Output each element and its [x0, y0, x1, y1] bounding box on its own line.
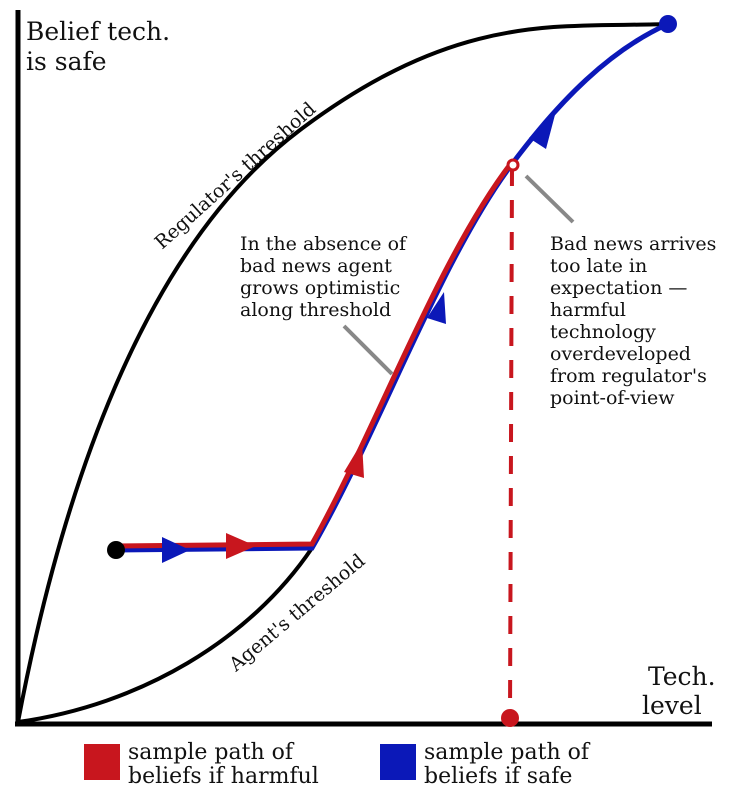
regulator-threshold-curve	[16, 22, 669, 723]
bad-news-annotation: Bad news arrives too late in expectation…	[550, 233, 722, 409]
bad-news-point	[506, 158, 520, 172]
safe-arrow-middle	[427, 292, 446, 324]
absence-callout-pointer	[342, 324, 394, 376]
y-axis-label: Belief tech. is safe	[26, 17, 178, 76]
safe-arrow-horizontal	[162, 537, 190, 563]
start-point	[107, 541, 125, 559]
end-point-safe	[659, 15, 677, 33]
harmful-arrow-horizontal	[226, 533, 256, 559]
harmful-belief-path	[113, 159, 515, 549]
x-axis-label: Tech. level	[642, 662, 724, 720]
regulator-threshold-label: Regulator's threshold	[151, 98, 321, 254]
tech-level-marker	[501, 709, 519, 727]
legend-harmful-swatch	[84, 744, 120, 780]
agent-threshold-curve	[17, 546, 314, 724]
legend-safe-label: sample path of beliefs if safe	[424, 740, 596, 789]
absence-annotation: In the absence of bad news agent grows o…	[240, 233, 412, 321]
legend-harmful-label: sample path of beliefs if harmful	[128, 740, 319, 789]
bad-news-callout-pointer	[524, 174, 575, 224]
legend-safe-swatch	[380, 744, 416, 780]
safe-arrow-upper	[529, 111, 556, 149]
bad-news-drop-line	[508, 167, 514, 719]
harmful-arrow-lower	[344, 442, 364, 478]
